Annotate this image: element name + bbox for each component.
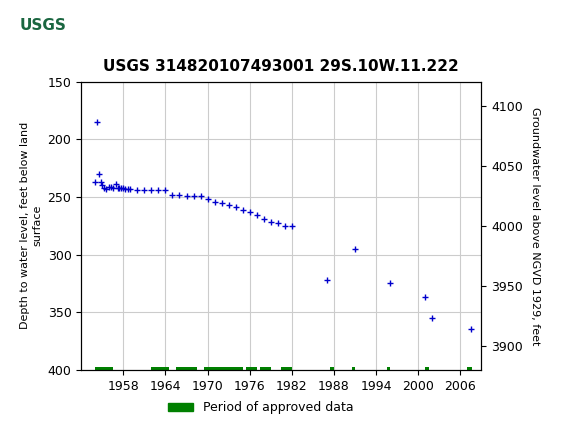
Y-axis label: Groundwater level above NGVD 1929, feet: Groundwater level above NGVD 1929, feet (530, 107, 540, 345)
Bar (95, 368, 113, 371)
Bar (331, 368, 334, 371)
FancyBboxPatch shape (6, 4, 81, 47)
Text: USGS: USGS (20, 18, 67, 33)
Title: USGS 314820107493001 29S.10W.11.222: USGS 314820107493001 29S.10W.11.222 (103, 58, 459, 74)
Legend: Period of approved data: Period of approved data (163, 396, 359, 419)
Bar (425, 368, 429, 371)
Bar (151, 368, 169, 371)
Bar (387, 368, 390, 371)
Bar (281, 368, 292, 371)
Y-axis label: Depth to water level, feet below land
surface: Depth to water level, feet below land su… (20, 122, 42, 329)
Bar (246, 368, 257, 371)
Bar (260, 368, 271, 371)
Bar (467, 368, 472, 371)
Bar (204, 368, 242, 371)
Bar (176, 368, 197, 371)
Bar (3, 4, 81, 47)
Bar (351, 368, 355, 371)
